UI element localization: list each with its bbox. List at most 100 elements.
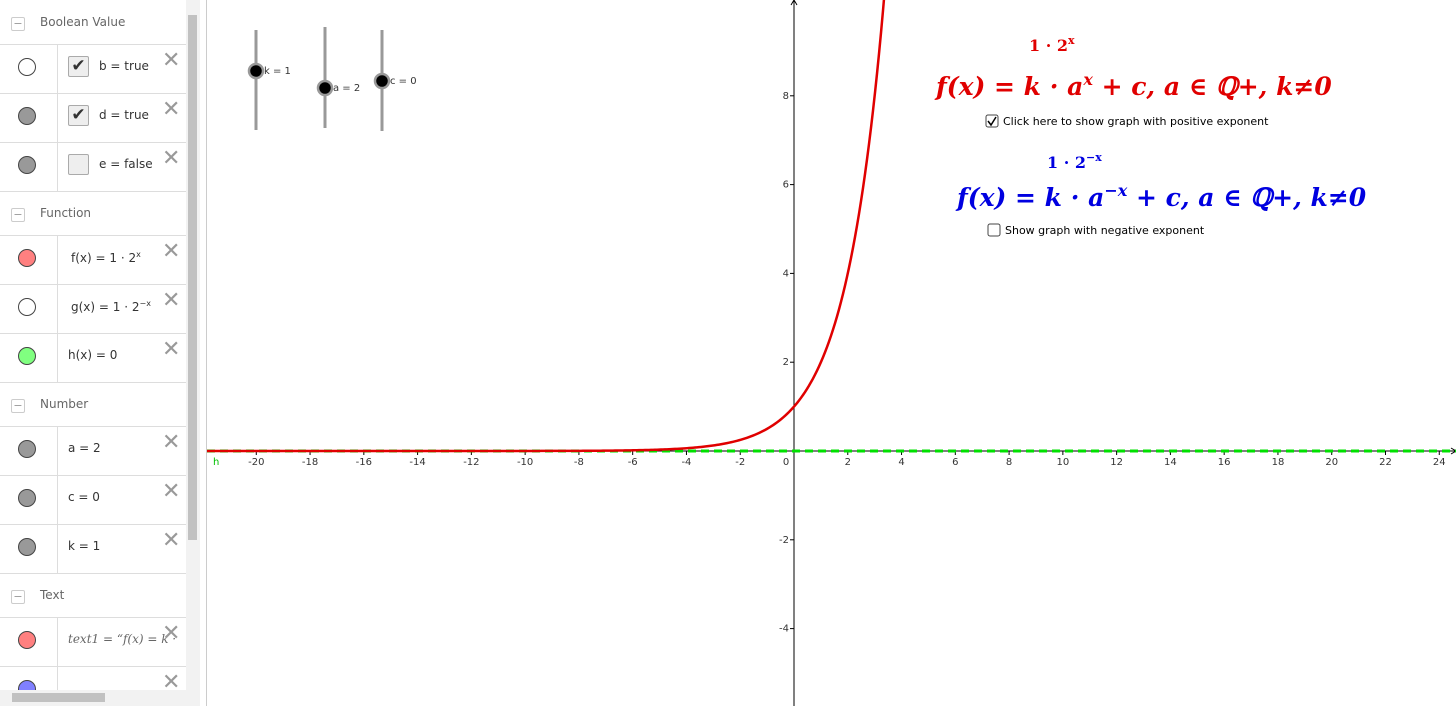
value-text: 1 · 2−x xyxy=(1047,151,1102,172)
algebra-row: ✔ d = true ✕ xyxy=(0,93,186,143)
group-title: Function xyxy=(40,206,92,220)
algebra-row: ✔ b = true ✕ xyxy=(0,44,186,94)
delete-button[interactable]: ✕ xyxy=(162,48,181,73)
visibility-toggle[interactable] xyxy=(18,538,36,556)
delete-button[interactable]: ✕ xyxy=(162,288,181,313)
axis-arrow xyxy=(790,0,798,6)
x-tick-label: -8 xyxy=(574,457,584,468)
slider-knob[interactable] xyxy=(373,72,391,90)
formula-base: f(x) = k · a xyxy=(934,72,1083,101)
collapse-toggle[interactable]: − xyxy=(11,208,25,222)
value-exponent: x xyxy=(1068,34,1075,47)
group-title: Text xyxy=(40,588,65,602)
vertical-scrollbar[interactable] xyxy=(186,0,200,690)
x-tick-label: -12 xyxy=(463,457,479,468)
slider-label: c = 0 xyxy=(390,76,417,87)
row-text: d = true xyxy=(99,108,149,122)
delete-button[interactable]: ✕ xyxy=(162,97,181,122)
checkbox-label[interactable]: Click here to show graph with positive e… xyxy=(1003,115,1269,128)
row-text: f(x) = 1 · 2 xyxy=(71,251,137,265)
group-title: Boolean Value xyxy=(40,15,126,29)
delete-button[interactable]: ✕ xyxy=(162,239,181,264)
delete-button[interactable]: ✕ xyxy=(162,670,181,690)
y-tick-label: 2 xyxy=(783,357,789,368)
x-tick-label: 24 xyxy=(1433,457,1446,468)
value-base: 1 · 2 xyxy=(1047,153,1086,172)
row-text: a = 2 xyxy=(68,441,101,455)
formula-rest: + c, a ∈ ℚ+, k≠0 xyxy=(1127,183,1366,212)
checkbox-label[interactable]: Show graph with negative exponent xyxy=(1005,224,1205,237)
x-tick-label: 4 xyxy=(898,457,904,468)
checkbox[interactable]: ✔ xyxy=(68,56,89,77)
x-tick-label: -20 xyxy=(248,457,264,468)
collapse-toggle[interactable]: − xyxy=(11,17,25,31)
axis-arrow xyxy=(1450,447,1456,455)
visibility-toggle[interactable] xyxy=(18,440,36,458)
separator xyxy=(57,475,58,524)
x-tick-label: 16 xyxy=(1218,457,1231,468)
row-superscript: −x xyxy=(139,299,151,308)
row-label: g(x) = 1 · 2−x xyxy=(71,299,151,314)
algebra-row: text1 = “f(x) = k · ✕ xyxy=(0,617,186,667)
row-superscript: x xyxy=(136,250,141,259)
row-label: h(x) = 0 xyxy=(68,348,117,362)
checkbox[interactable] xyxy=(987,223,1001,237)
collapse-toggle[interactable]: − xyxy=(11,399,25,413)
algebra-row: c = 0 ✕ xyxy=(0,475,186,525)
row-text: g(x) = 1 · 2 xyxy=(71,300,140,314)
visibility-toggle[interactable] xyxy=(18,107,36,125)
x-tick-label: -6 xyxy=(628,457,638,468)
row-text: text1 = “f(x) = k · xyxy=(68,632,177,646)
y-tick-label: 8 xyxy=(783,91,789,102)
algebra-row: h(x) = 0 ✕ xyxy=(0,333,186,383)
algebra-row: e = false ✕ xyxy=(0,142,186,192)
group-header: − Function xyxy=(0,191,186,236)
delete-button[interactable]: ✕ xyxy=(162,337,181,362)
function-f xyxy=(207,0,886,453)
group-header: − Number xyxy=(0,382,186,427)
x-tick-label: 8 xyxy=(1006,457,1012,468)
y-tick-label: -4 xyxy=(779,624,789,635)
separator xyxy=(57,333,58,382)
collapse-toggle[interactable]: − xyxy=(11,590,25,604)
group-title: Number xyxy=(40,397,89,411)
visibility-toggle[interactable] xyxy=(18,631,36,649)
visibility-toggle[interactable] xyxy=(18,680,36,690)
delete-button[interactable]: ✕ xyxy=(162,479,181,504)
visibility-toggle[interactable] xyxy=(18,156,36,174)
slider-label: k = 1 xyxy=(264,66,291,77)
separator xyxy=(57,93,58,142)
x-tick-label: -14 xyxy=(409,457,425,468)
visibility-toggle[interactable] xyxy=(18,58,36,76)
checkbox[interactable] xyxy=(985,114,999,128)
value-text: 1 · 2x xyxy=(1029,34,1075,55)
visibility-toggle[interactable] xyxy=(18,489,36,507)
horizontal-scrollbar[interactable] xyxy=(0,690,200,706)
delete-button[interactable]: ✕ xyxy=(162,621,181,646)
visibility-toggle[interactable] xyxy=(18,249,36,267)
delete-button[interactable]: ✕ xyxy=(162,430,181,455)
scroll-thumb[interactable] xyxy=(188,15,197,540)
slider-knob[interactable] xyxy=(316,79,334,97)
delete-button[interactable]: ✕ xyxy=(162,146,181,171)
separator xyxy=(57,426,58,475)
checkbox[interactable]: ✔ xyxy=(68,105,89,126)
row-label: e = false xyxy=(99,157,153,171)
row-text: b = true xyxy=(99,59,149,73)
formula-rest: + c, a ∈ ℚ+, k≠0 xyxy=(1093,72,1332,101)
algebra-row: a = 2 ✕ xyxy=(0,426,186,476)
x-tick-label: 2 xyxy=(845,457,851,468)
delete-button[interactable]: ✕ xyxy=(162,528,181,553)
scroll-thumb[interactable] xyxy=(12,693,105,702)
checkbox[interactable] xyxy=(68,154,89,175)
visibility-toggle[interactable] xyxy=(18,347,36,365)
visibility-toggle[interactable] xyxy=(18,298,36,316)
x-tick-label: -4 xyxy=(681,457,691,468)
separator xyxy=(57,44,58,93)
slider-knob[interactable] xyxy=(247,62,265,80)
divider xyxy=(206,0,207,706)
x-tick-label: 0 xyxy=(783,457,789,468)
formula-base: f(x) = k · a xyxy=(955,183,1104,212)
algebra-view: − Boolean Value ✔ b = true ✕ ✔ d = true ✕ e = fa… xyxy=(0,0,186,690)
row-label: c = 0 xyxy=(68,490,100,504)
